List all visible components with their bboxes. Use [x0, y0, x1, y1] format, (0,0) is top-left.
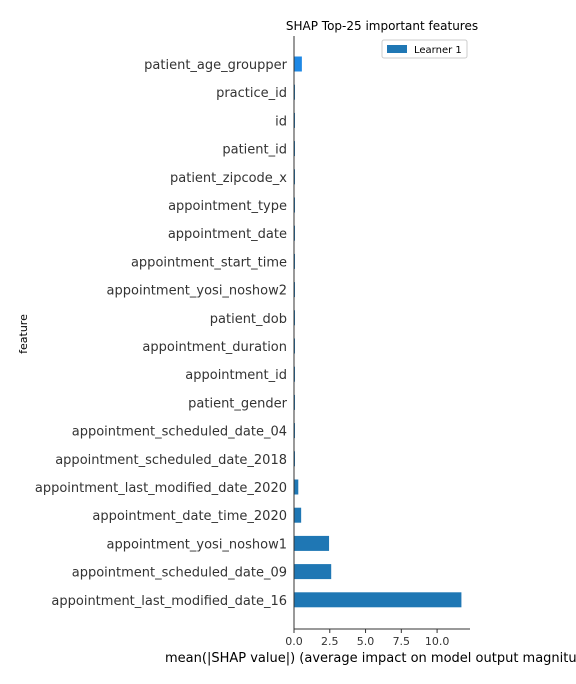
feature-label: patient_dob — [210, 312, 287, 327]
feature-label: patient_zipcode_x — [170, 171, 287, 186]
bar-appointment-scheduled-date-09 — [294, 564, 332, 580]
feature-label: appointment_last_modified_date_2020 — [35, 481, 287, 496]
feature-label: appointment_type — [168, 199, 287, 214]
x-tick-label: 10.0 — [425, 635, 450, 648]
feature-label: id — [275, 114, 287, 129]
x-tick-label: 5.0 — [357, 635, 375, 648]
feature-label: patient_gender — [188, 396, 288, 411]
feature-label: appointment_date — [168, 227, 287, 242]
feature-label: practice_id — [216, 86, 287, 101]
y-axis-label: feature — [17, 314, 30, 354]
x-tick-label: 7.5 — [393, 635, 411, 648]
x-ticks-group: 0.0 2.5 5.0 7.5 10.0 — [285, 629, 449, 648]
feature-label: appointment_date_time_2020 — [92, 509, 287, 524]
legend-label: Learner 1 — [414, 45, 462, 56]
bar-appointment-last-modified-date-16 — [294, 592, 462, 608]
x-tick-label: 2.5 — [321, 635, 339, 648]
feature-label: appointment_yosi_noshow1 — [107, 537, 287, 552]
bar-patient-age-groupper — [294, 56, 302, 72]
bars-group — [294, 56, 462, 608]
x-tick-label: 0.0 — [285, 635, 303, 648]
feature-label: appointment_scheduled_date_09 — [72, 566, 287, 581]
legend-swatch — [387, 45, 407, 53]
bar-appointment-date-time-2020 — [294, 507, 302, 523]
feature-label: appointment_scheduled_date_2018 — [55, 453, 287, 468]
feature-label: appointment_id — [185, 368, 287, 383]
feature-label: appointment_scheduled_date_04 — [72, 425, 287, 440]
legend-frame — [381, 39, 468, 59]
feature-label: appointment_last_modified_date_16 — [51, 594, 287, 609]
feature-label: appointment_yosi_noshow2 — [107, 284, 287, 299]
x-axis-label: mean(|SHAP value|) (average impact on mo… — [165, 651, 576, 666]
feature-label: appointment_start_time — [131, 255, 287, 270]
legend: Learner 1 — [381, 39, 468, 59]
feature-label: patient_id — [222, 143, 287, 158]
chart-title: SHAP Top-25 important features — [286, 19, 478, 33]
bar-appointment-yosi-noshow1 — [294, 535, 330, 551]
bar-appointment-last-modified-date-2020 — [294, 479, 299, 495]
feature-label: patient_age_groupper — [144, 58, 287, 73]
feature-label: appointment_duration — [142, 340, 287, 355]
